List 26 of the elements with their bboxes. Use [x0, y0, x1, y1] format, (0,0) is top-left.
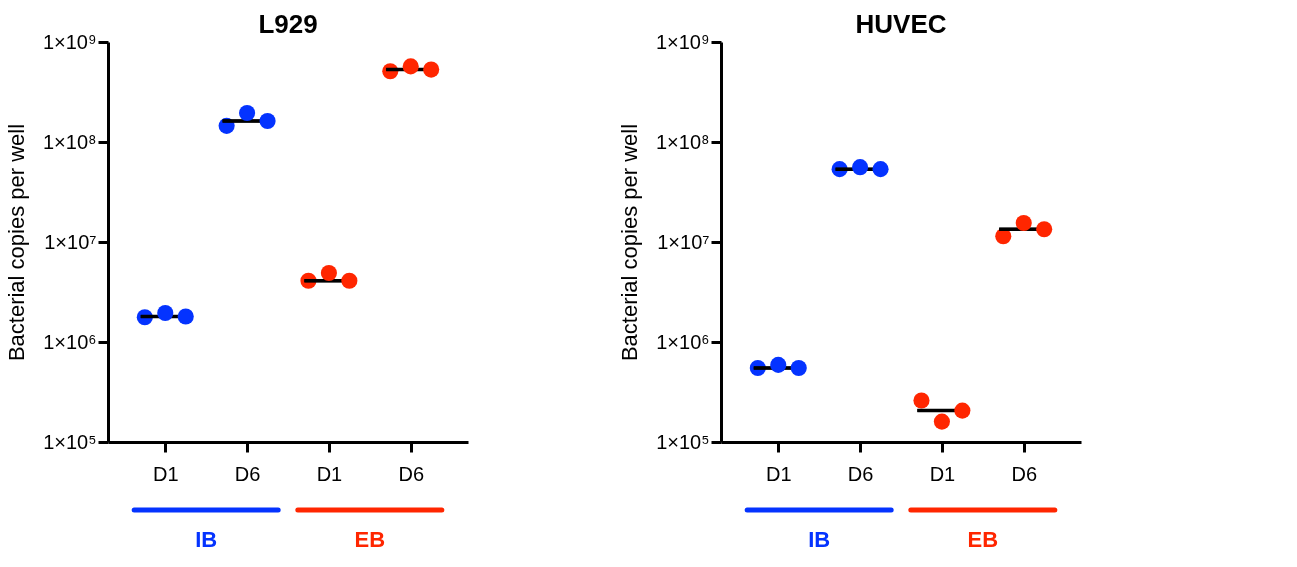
text: IB — [195, 527, 218, 552]
y-tick-label: 1×10⁸ — [43, 130, 97, 153]
text: EB — [354, 527, 386, 552]
x-tick-label: D6 — [847, 462, 874, 485]
x-tick-label: D1 — [765, 462, 792, 485]
text: EB — [967, 527, 999, 552]
x-tick-label: D1 — [929, 462, 956, 485]
x-tick-label: D6 — [398, 462, 425, 485]
y-tick-label: 1×10⁹ — [42, 30, 97, 53]
y-tick-label: 1×10⁶ — [43, 330, 97, 353]
x-tick-label: D1 — [152, 462, 179, 485]
y-tick-label: 1×10⁵ — [43, 430, 97, 453]
y-axis-title: Bacterial copies per well — [3, 123, 29, 362]
y-tick-label: 1×10⁶ — [656, 330, 710, 353]
y-tick-label: 1×10⁹ — [655, 30, 710, 53]
y-tick-label: 1×10⁸ — [656, 130, 710, 153]
y-tick-label: 1×10⁷ — [44, 230, 97, 253]
chart-title: HUVEC — [855, 9, 947, 39]
chart-title: L929 — [258, 9, 318, 39]
x-tick-label: D1 — [316, 462, 343, 485]
y-tick-label: 1×10⁷ — [657, 230, 710, 253]
y-tick-label: 1×10⁵ — [656, 430, 710, 453]
x-tick-label: D6 — [234, 462, 261, 485]
text: IB — [808, 527, 831, 552]
x-tick-label: D6 — [1011, 462, 1038, 485]
y-axis-title: Bacterial copies per well — [616, 123, 642, 362]
